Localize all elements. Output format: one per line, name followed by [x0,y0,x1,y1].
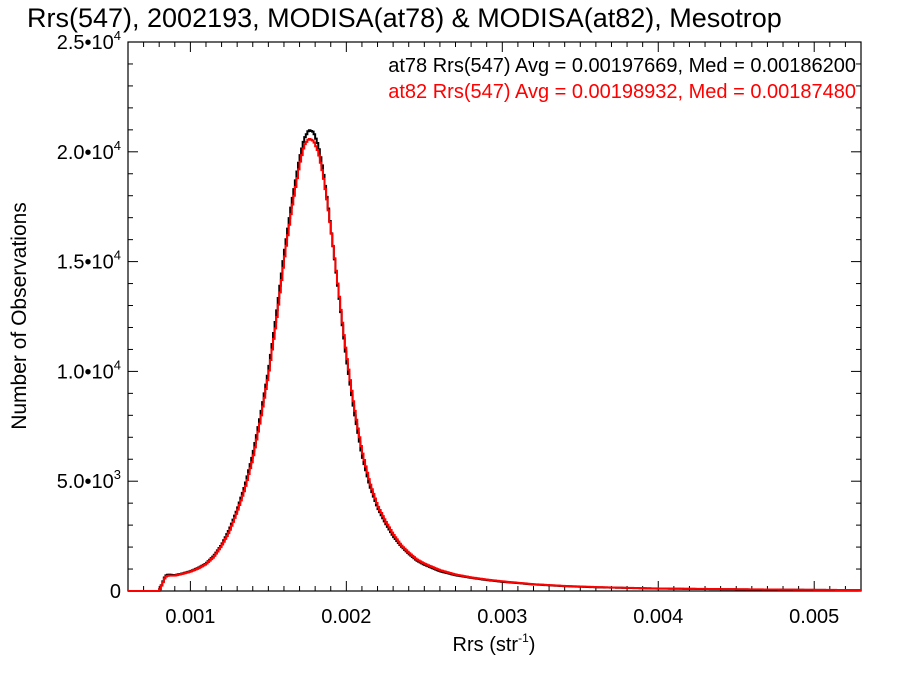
x-tick-label-1: 0.002 [321,606,371,628]
x-axis-label-exponent: -1 [518,631,529,645]
y-tick-label-4: 2.0•104 [57,138,121,164]
x-tick-label-3: 0.004 [633,606,683,628]
y-tick-label-3: 1.5•104 [57,248,121,274]
plot-frame [127,41,862,592]
chart-title: Rrs(547), 2002193, MODISA(at78) & MODISA… [27,3,782,33]
x-axis-label-text: Rrs (str [453,634,519,656]
legend-entry-at78: at78 Rrs(547) Avg = 0.00197669, Med = 0.… [388,55,856,77]
series-line-at82 [128,137,861,592]
legend-entry-at82: at82 Rrs(547) Avg = 0.00198932, Med = 0.… [388,81,856,103]
y-tick-label-5: 2.5•104 [57,28,121,54]
x-tick-label-0: 0.001 [165,606,215,628]
x-axis-label-suffix: ) [529,634,536,656]
y-axis-label: Number of Observations [8,202,31,430]
x-axis-label: Rrs (str-1) [453,631,536,656]
x-tick-label-2: 0.003 [477,606,527,628]
series-lines [128,129,861,592]
y-tick-label-0: 0 [110,581,121,603]
axis-ticks: 0.001 0.002 0.003 0.004 0.005 0 5.0•103 1.0•104… [57,28,861,628]
series-line-at78 [128,129,861,592]
y-tick-label-1: 5.0•103 [57,467,121,493]
y-tick-label-2: 1.0•104 [57,357,121,383]
x-tick-label-4: 0.005 [789,606,839,628]
